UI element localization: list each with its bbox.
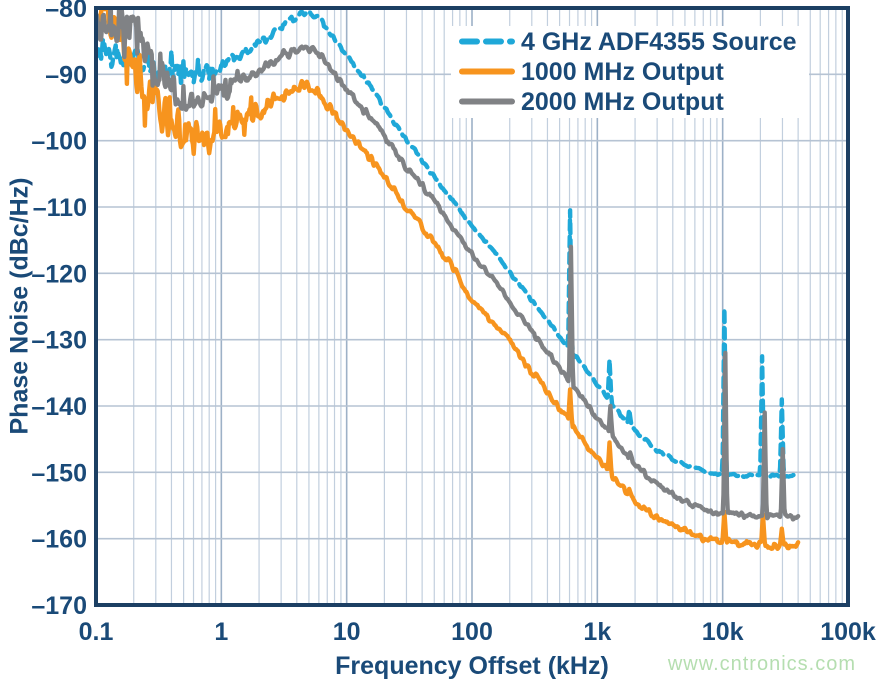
- series-path-1: [96, 8, 801, 551]
- series-path-2: [96, 8, 801, 522]
- y-tick-label: –120: [31, 260, 87, 288]
- series-path-0: [96, 9, 801, 480]
- y-axis-title: Phase Noise (dBc/Hz): [5, 177, 34, 435]
- x-tick-label: 1: [214, 618, 228, 646]
- y-tick-label: –100: [31, 128, 87, 156]
- tick-labels: 0.1 1 10 100 1k 10k 100k –80 –90 –100 –110 –120 –130…: [31, 0, 876, 646]
- y-tick-label: –110: [33, 194, 87, 222]
- y-tick-label: –170: [31, 592, 87, 620]
- y-tick-label: –150: [31, 459, 87, 487]
- x-tick-label: 1k: [583, 618, 611, 646]
- legend-label: 1000 MHz Output: [521, 58, 724, 86]
- legend-item: 2000 MHz Output: [459, 88, 724, 116]
- y-tick-label: –80: [45, 0, 87, 23]
- y-tick-label: –130: [31, 327, 87, 355]
- x-tick-label: 10: [333, 618, 361, 646]
- series-layer: [96, 8, 801, 551]
- y-tick-label: –90: [45, 61, 87, 89]
- x-tick-label: 10k: [702, 618, 744, 646]
- x-axis-title: Frequency Offset (kHz): [335, 652, 609, 680]
- x-tick-label: 100: [451, 618, 493, 646]
- y-tick-label: –160: [31, 526, 87, 554]
- x-tick-label: 100k: [820, 618, 876, 646]
- legend-item: 1000 MHz Output: [459, 58, 724, 86]
- legend-item: 4 GHz ADF4355 Source: [459, 28, 797, 56]
- plot-frame: [94, 6, 850, 607]
- y-tick-label: –140: [31, 393, 87, 421]
- legend-label: 2000 MHz Output: [521, 88, 724, 116]
- watermark-text: www.cntronics.com: [667, 653, 856, 675]
- x-tick-label: 0.1: [79, 618, 114, 646]
- legend-label: 4 GHz ADF4355 Source: [521, 28, 797, 56]
